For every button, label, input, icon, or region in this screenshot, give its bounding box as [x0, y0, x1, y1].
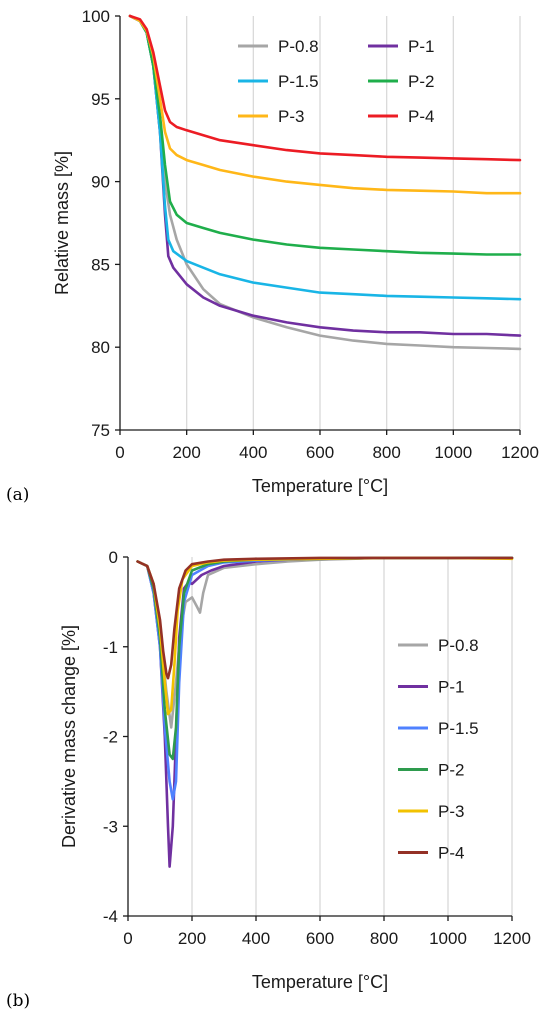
y-tick-label: 100	[82, 7, 110, 26]
chart-panel-1: 0 200 400 600 800 1000 1200 75 80 85 90 95 100 Temper…	[6, 7, 539, 505]
y-tick-label: 95	[91, 90, 110, 109]
panel-label: (b)	[6, 991, 30, 1011]
series-line-P-3	[128, 14, 522, 195]
x-tick-label: 0	[115, 443, 124, 462]
legend-entry: P-0.8	[438, 636, 479, 655]
x-tick-label: 800	[372, 443, 400, 462]
legend-entry: P-1.5	[278, 72, 319, 91]
series-line-P-4	[136, 556, 514, 680]
x-tick-label: 600	[306, 929, 334, 948]
legend-entry: P-1	[438, 678, 464, 697]
x-tick-label: 1000	[429, 929, 467, 948]
x-axis-title: Temperature [°C]	[252, 972, 388, 992]
y-tick-label: -4	[103, 907, 118, 926]
y-axis-title: Relative mass [%]	[52, 151, 72, 295]
y-tick-label: -1	[103, 638, 118, 657]
x-axis-title: Temperature [°C]	[252, 476, 388, 496]
y-tick-label: 75	[91, 421, 110, 440]
series-line-P-2	[128, 14, 522, 256]
x-tick-label: 600	[306, 443, 334, 462]
x-tick-label: 0	[123, 929, 132, 948]
x-tick-label: 200	[172, 443, 200, 462]
y-tick-label: 0	[109, 548, 118, 567]
y-tick-label: 80	[91, 338, 110, 357]
panel-label: (a)	[6, 485, 29, 505]
chart-panel-2: 0 200 400 600 800 1000 1200 0 -1 -2 -3 -4 Temperatur…	[6, 548, 531, 1011]
x-tick-label: 1200	[501, 443, 539, 462]
series-line-P-1	[128, 14, 522, 337]
y-tick-label: 90	[91, 173, 110, 192]
y-tick-label: -3	[103, 817, 118, 836]
x-tick-label: 400	[242, 929, 270, 948]
legend-entry: P-4	[408, 107, 434, 126]
x-tick-label: 1000	[434, 443, 472, 462]
x-tick-label: 400	[239, 443, 267, 462]
legend-entry: P-4	[438, 844, 464, 863]
legend-entry: P-1.5	[438, 719, 479, 738]
legend-entry: P-0.8	[278, 37, 319, 56]
x-tick-label: 200	[178, 929, 206, 948]
legend-entry: P-1	[408, 37, 434, 56]
y-tick-label: -2	[103, 728, 118, 747]
legend-entry: P-3	[278, 107, 304, 126]
x-tick-label: 800	[370, 929, 398, 948]
x-tick-label: 1200	[493, 929, 531, 948]
legend-entry: P-3	[438, 802, 464, 821]
series-line-P-4	[128, 14, 522, 162]
legend-entry: P-2	[408, 72, 434, 91]
y-tick-label: 85	[91, 255, 110, 274]
legend-entry: P-2	[438, 761, 464, 780]
y-axis-title: Derivative mass change [%]	[59, 625, 79, 848]
